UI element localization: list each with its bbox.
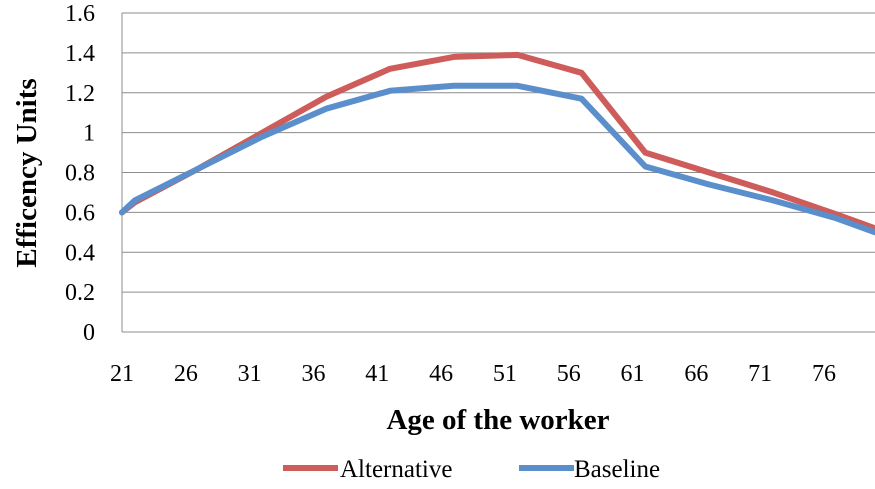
y-tick-label: 1.2 <box>65 81 95 107</box>
x-tick-label: 26 <box>174 361 198 387</box>
x-tick-label: 31 <box>238 361 262 387</box>
gridlines <box>122 12 875 333</box>
x-tick-labels: 21 26 31 36 41 46 51 56 61 66 71 76 <box>110 361 836 387</box>
x-tick-label: 61 <box>621 361 645 387</box>
x-tick-label: 56 <box>557 361 581 387</box>
y-tick-label: 1 <box>83 121 95 147</box>
x-tick-label: 51 <box>493 361 517 387</box>
legend: Alternative Baseline <box>283 456 660 483</box>
legend-label-baseline: Baseline <box>574 456 660 483</box>
series-line-baseline <box>119 82 875 236</box>
axes <box>121 13 875 333</box>
x-tick-label: 21 <box>110 361 134 387</box>
y-axis-title: Efficency Units <box>11 78 43 267</box>
x-axis-title: Age of the worker <box>386 404 609 436</box>
y-tick-label: 0.6 <box>65 200 95 226</box>
x-tick-label: 36 <box>301 361 325 387</box>
y-tick-label: 1.6 <box>65 1 95 27</box>
y-tick-label: 1.4 <box>65 41 95 67</box>
x-tick-label: 71 <box>748 361 772 387</box>
series-lines <box>119 51 875 236</box>
series-line-alternative <box>119 51 875 232</box>
x-tick-label: 41 <box>365 361 389 387</box>
y-tick-label: 0.8 <box>65 161 95 187</box>
y-tick-labels: 0 0.2 0.4 0.6 0.8 1 1.2 1.4 1.6 <box>65 1 95 346</box>
legend-label-alternative: Alternative <box>340 456 452 483</box>
x-tick-label: 46 <box>429 361 453 387</box>
y-tick-label: 0.4 <box>65 240 95 266</box>
y-tick-label: 0.2 <box>65 280 95 306</box>
x-tick-label: 76 <box>812 361 836 387</box>
x-tick-label: 66 <box>684 361 708 387</box>
y-tick-label: 0 <box>83 320 95 346</box>
